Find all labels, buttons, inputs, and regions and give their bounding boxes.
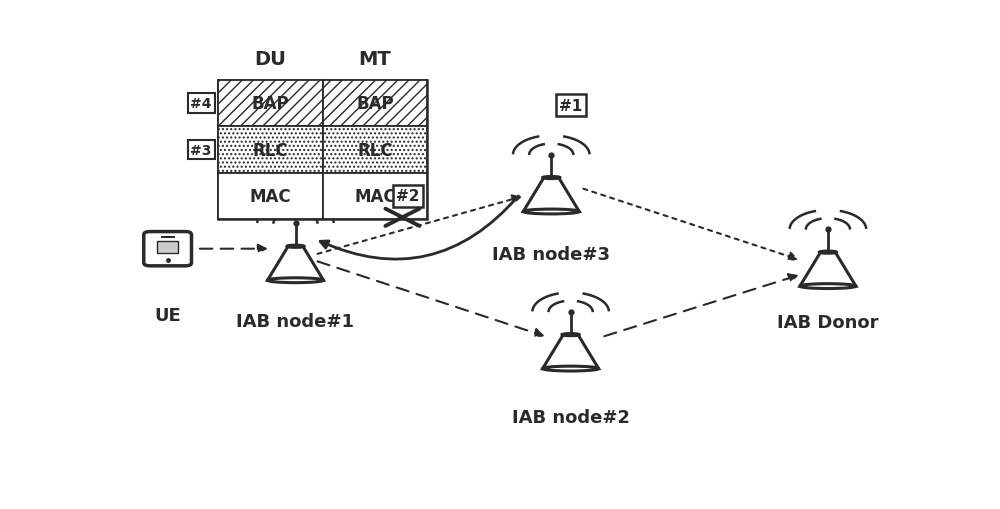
Text: UE: UE xyxy=(154,306,181,324)
Bar xyxy=(323,174,427,220)
Text: RLC: RLC xyxy=(357,142,393,159)
Text: #4: #4 xyxy=(190,97,212,111)
Text: #3: #3 xyxy=(190,143,212,157)
Bar xyxy=(161,237,175,239)
Ellipse shape xyxy=(819,251,837,254)
Text: BAP: BAP xyxy=(252,95,289,113)
Text: MAC: MAC xyxy=(354,188,396,206)
Bar xyxy=(323,127,427,174)
Polygon shape xyxy=(543,335,599,369)
Ellipse shape xyxy=(523,210,579,214)
Bar xyxy=(218,80,323,127)
Text: MAC: MAC xyxy=(250,188,291,206)
Text: RLC: RLC xyxy=(252,142,288,159)
Text: IAB node#3: IAB node#3 xyxy=(492,245,610,263)
Ellipse shape xyxy=(268,278,323,283)
Text: IAB node#2: IAB node#2 xyxy=(512,408,630,426)
Ellipse shape xyxy=(800,284,856,289)
Bar xyxy=(218,80,427,220)
Text: #1: #1 xyxy=(559,99,582,114)
Bar xyxy=(323,80,427,127)
Text: MT: MT xyxy=(359,50,391,69)
Ellipse shape xyxy=(543,366,599,371)
Text: IAB Donor: IAB Donor xyxy=(777,314,879,332)
Text: #2: #2 xyxy=(396,189,420,204)
Ellipse shape xyxy=(562,334,579,336)
Bar xyxy=(157,241,178,253)
Polygon shape xyxy=(268,247,323,280)
FancyBboxPatch shape xyxy=(144,232,191,266)
Bar xyxy=(218,174,323,220)
Ellipse shape xyxy=(287,245,304,248)
Text: DU: DU xyxy=(254,50,286,69)
Bar xyxy=(218,127,323,174)
Ellipse shape xyxy=(542,177,560,179)
Polygon shape xyxy=(800,252,856,287)
Polygon shape xyxy=(523,178,579,212)
Text: BAP: BAP xyxy=(356,95,394,113)
Text: IAB node#1: IAB node#1 xyxy=(237,312,354,330)
